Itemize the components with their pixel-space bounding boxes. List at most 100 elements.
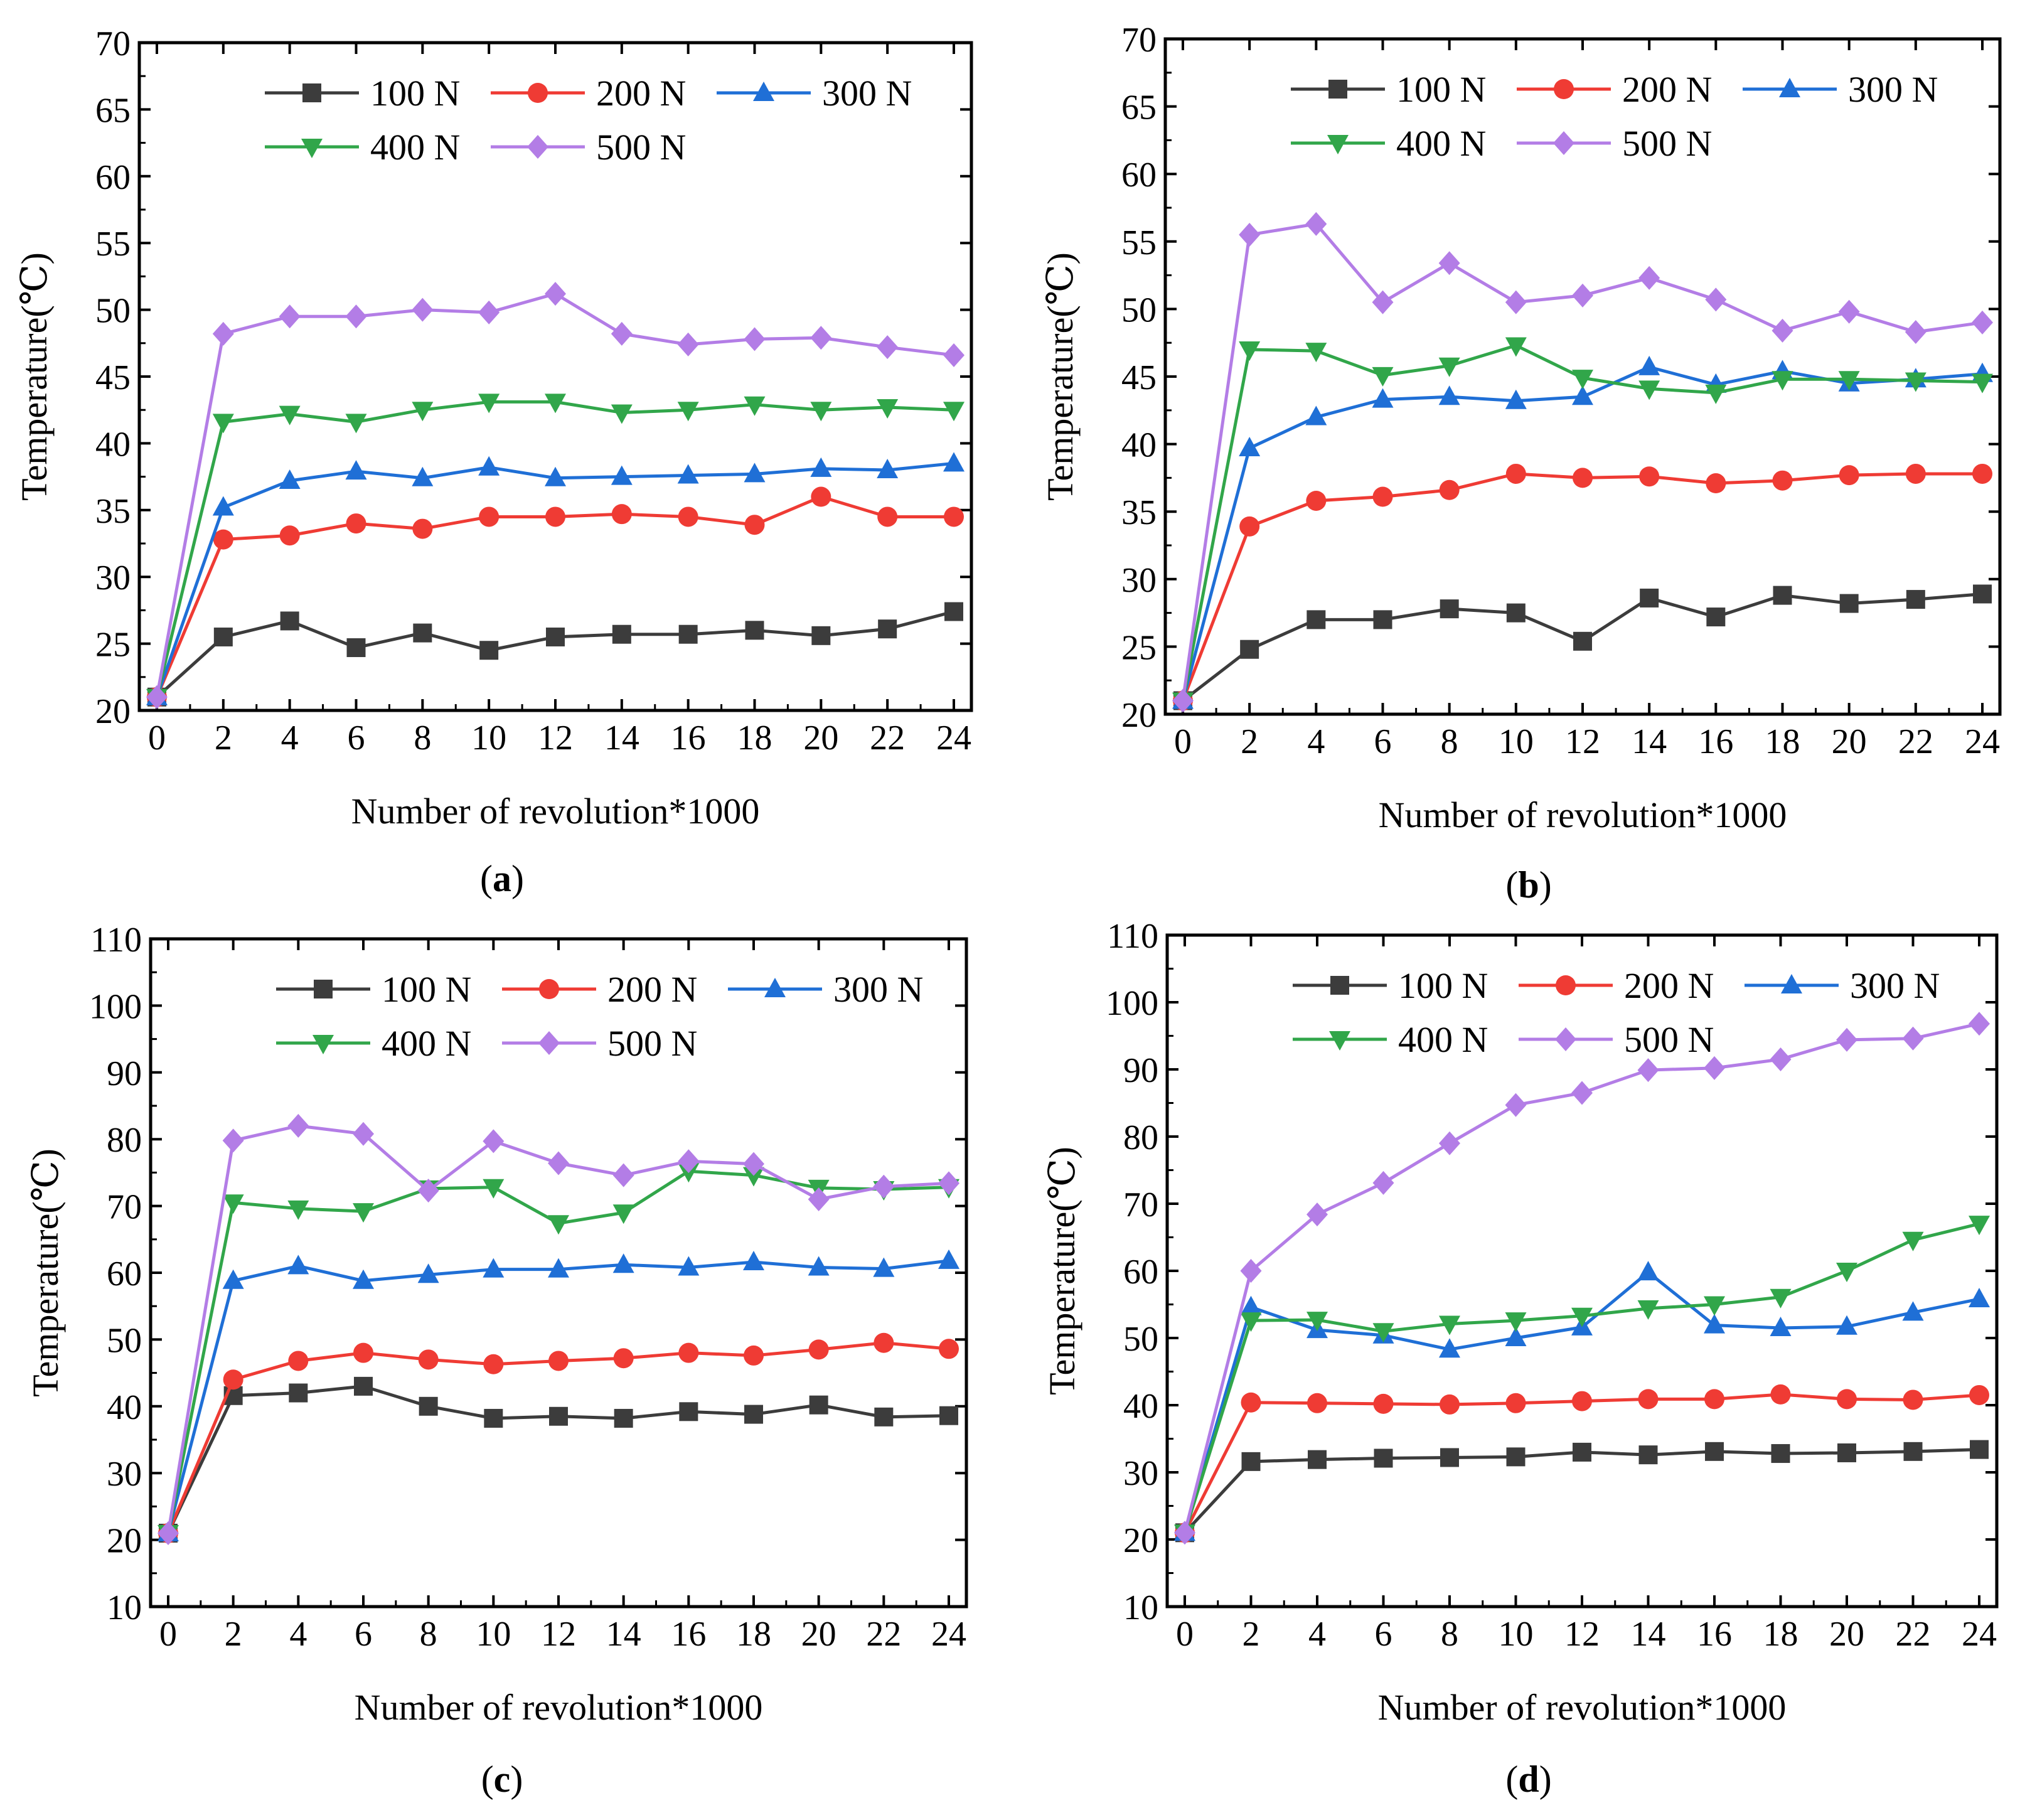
data-point <box>1307 1202 1328 1227</box>
series-line <box>1183 1393 1980 1534</box>
y-tick-label: 110 <box>1107 917 1158 956</box>
series-200n <box>1175 1384 1989 1543</box>
data-point <box>1770 1047 1792 1071</box>
x-tick-label: 16 <box>1697 1615 1732 1654</box>
data-point <box>1440 1448 1459 1467</box>
data-point <box>1505 1393 1526 1413</box>
x-tick-label: 16 <box>1698 722 1733 761</box>
x-tick-label: 14 <box>604 719 639 757</box>
x-tick-label: 22 <box>1896 1615 1931 1654</box>
data-point <box>548 1351 569 1371</box>
data-point <box>1239 341 1261 361</box>
data-point <box>1970 1440 1989 1459</box>
x-tick-label: 18 <box>1765 722 1800 761</box>
data-point <box>1372 1323 1394 1343</box>
plot-frame <box>137 41 973 712</box>
x-tick-label: 2 <box>1241 722 1258 761</box>
data-point <box>939 1406 958 1425</box>
y-tick-label: 40 <box>1123 1387 1158 1426</box>
series-500n <box>1174 1012 1990 1545</box>
data-point <box>1637 1300 1659 1320</box>
y-tick-label: 80 <box>107 1121 142 1160</box>
data-point <box>1308 1450 1327 1469</box>
y-tick-label: 45 <box>95 358 131 397</box>
data-point <box>346 513 366 534</box>
data-point <box>808 1187 830 1211</box>
legend-marker <box>1781 974 1802 993</box>
data-point <box>1240 1259 1262 1283</box>
data-point <box>1972 373 1993 393</box>
data-point <box>1505 1312 1527 1332</box>
legend-label: 200 N <box>607 969 697 1010</box>
y-tick-label: 20 <box>1123 1521 1158 1560</box>
x-tick-label: 12 <box>1564 1615 1600 1654</box>
data-point <box>1572 370 1593 390</box>
series-100n <box>159 1376 958 1543</box>
legend-marker <box>1555 1027 1576 1051</box>
data-point <box>1638 1389 1659 1410</box>
data-point <box>1705 384 1727 404</box>
y-tick-label: 35 <box>1121 493 1157 532</box>
data-point <box>612 624 631 644</box>
data-point <box>1372 388 1394 408</box>
x-tick-label: 22 <box>870 719 905 757</box>
data-point <box>745 621 764 640</box>
data-point <box>1706 608 1726 627</box>
panel-label: (c) <box>481 1758 523 1800</box>
panel-label: (d) <box>1505 1758 1551 1800</box>
series-400n <box>1174 1216 1990 1544</box>
data-point <box>353 1269 374 1289</box>
data-point <box>808 1339 829 1360</box>
data-point <box>1640 588 1659 608</box>
y-tick-label: 20 <box>107 1522 142 1561</box>
series-300n <box>1172 355 1993 709</box>
x-tick-label: 10 <box>476 1615 511 1654</box>
legend-entry-200n: 200 N <box>502 969 697 1010</box>
x-tick-label: 0 <box>159 1615 177 1654</box>
data-point <box>1571 1307 1593 1327</box>
x-tick-label: 24 <box>936 719 971 757</box>
series-400n <box>146 393 965 709</box>
data-point <box>1770 1316 1792 1336</box>
series-line <box>1184 1448 1980 1534</box>
data-point <box>679 1402 698 1421</box>
data-point <box>1705 287 1727 312</box>
legend-label: 300 N <box>1848 69 1938 110</box>
legend-marker <box>1330 976 1349 995</box>
data-point <box>417 1263 439 1283</box>
data-point <box>545 393 566 414</box>
legend-entry-400n: 400 N <box>276 1023 471 1064</box>
x-tick-label: 4 <box>1307 722 1325 761</box>
legend-marker <box>539 979 559 999</box>
legend-entry-500n: 500 N <box>1519 1019 1714 1060</box>
legend-marker <box>1327 135 1349 154</box>
data-point <box>677 332 699 356</box>
data-point <box>1573 468 1593 488</box>
y-tick-label: 60 <box>107 1255 142 1293</box>
x-axis-title: Number of revolution*1000 <box>1378 1687 1787 1728</box>
x-tick-label: 6 <box>348 719 365 757</box>
data-point <box>412 518 433 539</box>
legend-entry-400n: 400 N <box>1293 1019 1488 1060</box>
legend-marker <box>1553 131 1574 155</box>
data-point <box>1838 371 1860 391</box>
data-point <box>1704 1389 1724 1410</box>
data-point <box>1772 470 1793 491</box>
data-point <box>1241 1392 1261 1413</box>
data-point <box>744 327 766 351</box>
x-axis-title: Number of revolution*1000 <box>355 1687 763 1728</box>
data-point <box>287 1255 309 1275</box>
data-point <box>878 619 897 639</box>
data-point <box>1905 463 1926 484</box>
data-point <box>1903 1389 1923 1410</box>
data-point <box>1902 1026 1924 1051</box>
data-point <box>743 1152 764 1176</box>
legend-marker <box>302 83 321 102</box>
legend-label: 200 N <box>596 73 686 114</box>
x-tick-label: 20 <box>1829 1615 1864 1654</box>
data-point <box>1240 1295 1262 1315</box>
legend-entry-400n: 400 N <box>265 127 460 168</box>
data-point <box>483 1258 505 1278</box>
